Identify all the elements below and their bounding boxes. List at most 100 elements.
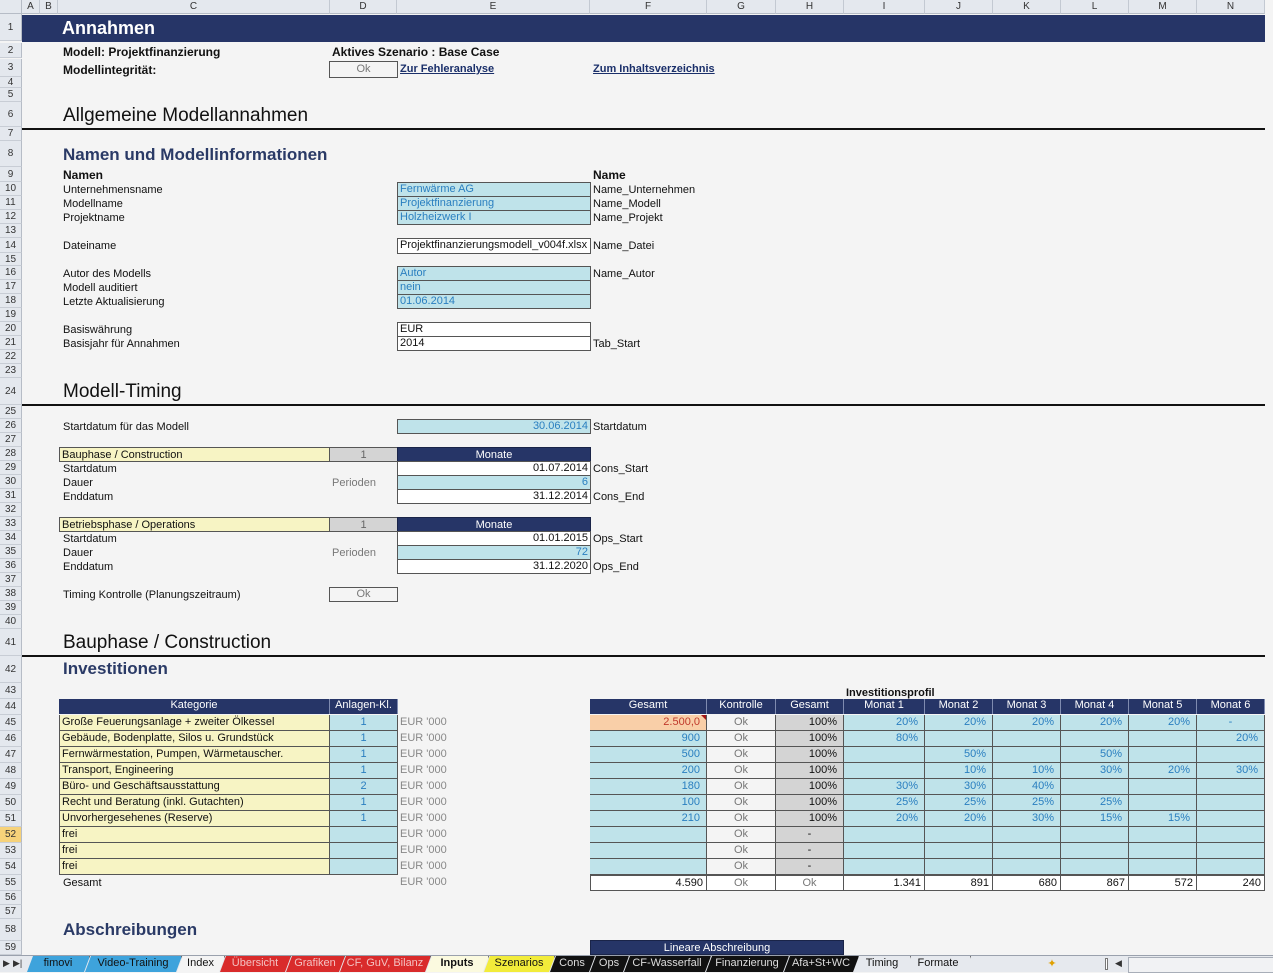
row-header-5[interactable]: 5: [0, 88, 22, 102]
row-header-34[interactable]: 34: [0, 531, 22, 545]
column-header-l[interactable]: L: [1061, 0, 1129, 14]
month-percent-input[interactable]: [1129, 843, 1197, 859]
month-percent-input[interactable]: 40%: [993, 779, 1061, 795]
row-header-16[interactable]: 16: [0, 266, 22, 280]
row-header-4[interactable]: 4: [0, 77, 22, 88]
select-all-corner[interactable]: [0, 0, 22, 14]
month-percent-input[interactable]: 20%: [844, 811, 925, 827]
toc-link[interactable]: Zum Inhaltsverzeichnis: [593, 63, 715, 75]
column-header-e[interactable]: E: [397, 0, 590, 14]
sheet-tab-übersicht[interactable]: Übersicht: [220, 956, 291, 972]
row-header-56[interactable]: 56: [0, 891, 22, 905]
month-percent-input[interactable]: [1129, 795, 1197, 811]
row-header-15[interactable]: 15: [0, 253, 22, 266]
month-percent-input[interactable]: 20%: [1197, 731, 1265, 747]
month-percent-input[interactable]: [1061, 731, 1129, 747]
month-percent-input[interactable]: [844, 747, 925, 763]
row-header-6[interactable]: 6: [0, 102, 22, 127]
row-header-29[interactable]: 29: [0, 461, 22, 475]
month-percent-input[interactable]: [1197, 747, 1265, 763]
month-percent-input[interactable]: [993, 843, 1061, 859]
category-cell[interactable]: Große Feuerungsanlage + zweiter Ölkessel: [59, 715, 330, 731]
month-percent-input[interactable]: [844, 843, 925, 859]
field-value-input[interactable]: nein: [397, 280, 591, 295]
month-percent-input[interactable]: [925, 731, 993, 747]
row-header-11[interactable]: 11: [0, 196, 22, 210]
row-header-9[interactable]: 9: [0, 167, 22, 182]
timing-check-status[interactable]: Ok: [329, 587, 398, 602]
row-header-53[interactable]: 53: [0, 843, 22, 859]
row-header-49[interactable]: 49: [0, 779, 22, 795]
field-value-input[interactable]: EUR: [397, 322, 591, 337]
month-percent-input[interactable]: [1129, 827, 1197, 843]
category-cell[interactable]: frei: [59, 859, 330, 875]
row-header-39[interactable]: 39: [0, 601, 22, 615]
row-header-14[interactable]: 14: [0, 238, 22, 253]
row-header-31[interactable]: 31: [0, 489, 22, 503]
month-percent-input[interactable]: 30%: [1061, 763, 1129, 779]
month-percent-input[interactable]: 30%: [844, 779, 925, 795]
month-percent-input[interactable]: 20%: [925, 811, 993, 827]
month-percent-input[interactable]: 50%: [925, 747, 993, 763]
total-amount-input[interactable]: [590, 859, 707, 875]
sheet-tab-cf-guv-bilanz[interactable]: CF, GuV, Bilanz: [340, 956, 431, 972]
month-percent-input[interactable]: [1197, 795, 1265, 811]
cons-start-value[interactable]: 01.07.2014: [397, 461, 591, 476]
row-header-30[interactable]: 30: [0, 475, 22, 489]
category-cell[interactable]: Gebäude, Bodenplatte, Silos u. Grundstüc…: [59, 731, 330, 747]
row-header-35[interactable]: 35: [0, 545, 22, 559]
row-header-18[interactable]: 18: [0, 294, 22, 308]
sheet-tab-finanzierung[interactable]: Finanzierung: [706, 956, 789, 972]
total-amount-input[interactable]: 180: [590, 779, 707, 795]
row-header-26[interactable]: 26: [0, 419, 22, 433]
cons-end-value[interactable]: 31.12.2014: [397, 489, 591, 504]
month-percent-input[interactable]: [993, 859, 1061, 875]
sheet-tab-index[interactable]: Index: [177, 956, 225, 972]
total-amount-input[interactable]: 2.500,0: [590, 715, 707, 731]
category-cell[interactable]: Fernwärmestation, Pumpen, Wärmetauscher.: [59, 747, 330, 763]
asset-class-input[interactable]: [330, 859, 398, 875]
month-percent-input[interactable]: 25%: [1061, 795, 1129, 811]
row-header-40[interactable]: 40: [0, 615, 22, 629]
cons-duration-input[interactable]: 6: [397, 475, 591, 490]
row-header-19[interactable]: 19: [0, 308, 22, 322]
month-percent-input[interactable]: [1061, 859, 1129, 875]
ops-end-value[interactable]: 31.12.2020: [397, 559, 591, 574]
row-header-54[interactable]: 54: [0, 859, 22, 875]
row-header-1[interactable]: 1: [0, 14, 22, 41]
month-percent-input[interactable]: [1197, 827, 1265, 843]
sheet-tab-cf-wasserfall[interactable]: CF-Wasserfall: [624, 956, 711, 972]
month-percent-input[interactable]: [1061, 843, 1129, 859]
column-header-h[interactable]: H: [776, 0, 844, 14]
month-percent-input[interactable]: [925, 859, 993, 875]
column-header-j[interactable]: J: [925, 0, 993, 14]
column-header-g[interactable]: G: [707, 0, 776, 14]
column-header-n[interactable]: N: [1197, 0, 1265, 14]
model-start-input[interactable]: 30.06.2014: [397, 419, 591, 434]
row-header-45[interactable]: 45: [0, 715, 22, 731]
sheet-tab-video-training[interactable]: Video-Training: [85, 956, 182, 972]
row-header-3[interactable]: 3: [0, 59, 22, 77]
month-percent-input[interactable]: [844, 827, 925, 843]
asset-class-input[interactable]: 1: [330, 731, 398, 747]
row-header-23[interactable]: 23: [0, 364, 22, 378]
sheet-tab-afa-st-wc[interactable]: Afa+St+WC: [784, 956, 859, 972]
category-cell[interactable]: frei: [59, 843, 330, 859]
field-value-input[interactable]: Projektfinanzierungsmodell_v004f.xlsx: [397, 238, 591, 254]
row-header-41[interactable]: 41: [0, 629, 22, 656]
field-value-input[interactable]: Fernwärme AG: [397, 182, 591, 197]
month-percent-input[interactable]: [844, 859, 925, 875]
month-percent-input[interactable]: 30%: [1197, 763, 1265, 779]
category-cell[interactable]: Unvorhergesehenes (Reserve): [59, 811, 330, 827]
last-sheet-nav-icon[interactable]: ▶|: [13, 958, 23, 968]
row-header-7[interactable]: 7: [0, 127, 22, 141]
month-percent-input[interactable]: 20%: [925, 715, 993, 731]
row-header-46[interactable]: 46: [0, 731, 22, 747]
row-header-2[interactable]: 2: [0, 43, 22, 58]
integrity-status-cell[interactable]: Ok: [329, 61, 398, 78]
field-value-input[interactable]: 01.06.2014: [397, 294, 591, 309]
month-percent-input[interactable]: [1129, 731, 1197, 747]
insert-sheet-icon[interactable]: ✦: [1047, 958, 1057, 970]
row-header-12[interactable]: 12: [0, 210, 22, 224]
row-header-27[interactable]: 27: [0, 433, 22, 447]
